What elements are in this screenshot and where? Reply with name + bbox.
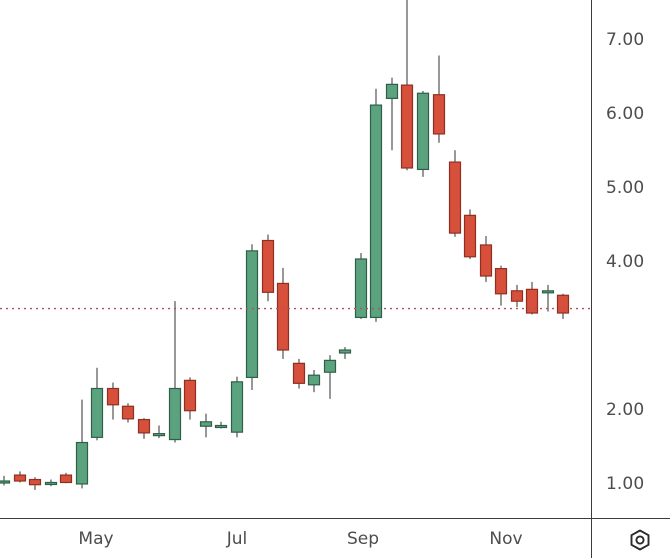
chart-plot-area[interactable] — [0, 0, 591, 518]
price-tick-label: 6.00 — [606, 103, 645, 124]
candle-body — [13, 474, 27, 482]
price-tick-label: 1.00 — [606, 473, 645, 494]
candle-body — [276, 282, 290, 351]
candle-body — [28, 478, 42, 486]
candle-body — [152, 433, 166, 437]
candle-body — [75, 441, 89, 485]
candle-body — [0, 480, 11, 484]
candle-body — [479, 244, 493, 277]
price-axis[interactable]: 7.006.005.004.002.001.00 3.38 3d 22h — [591, 0, 670, 518]
candle-body — [416, 92, 430, 171]
candle-body — [354, 258, 368, 319]
candle-body — [494, 268, 508, 295]
price-tick-label: 4.00 — [606, 251, 645, 272]
candle-body — [121, 405, 135, 420]
candle-body — [432, 94, 446, 135]
candle-body — [338, 349, 352, 354]
candle-body — [90, 387, 104, 438]
candle-body — [307, 374, 321, 386]
candle-body — [541, 290, 555, 294]
gear-icon-glyph — [630, 529, 650, 551]
candle-body — [261, 239, 275, 293]
candle-body — [463, 214, 477, 258]
candle-body — [448, 161, 462, 234]
candlestick-series — [0, 0, 591, 490]
candle-body — [323, 359, 337, 373]
axis-corner-divider — [591, 519, 592, 558]
price-tick-label: 7.00 — [606, 29, 645, 50]
candle-body — [59, 474, 73, 484]
candle-body — [199, 421, 213, 427]
candle-body — [44, 481, 58, 486]
time-axis[interactable]: May Jul Sep Nov — [0, 518, 670, 558]
candle-body — [369, 104, 383, 319]
candle-layer — [0, 0, 570, 490]
time-tick-label: Sep — [346, 529, 380, 549]
candle-body — [525, 288, 539, 314]
candle-body — [168, 387, 182, 441]
candle-body — [292, 362, 306, 384]
candle-body — [556, 294, 570, 314]
candle-body — [214, 424, 228, 429]
time-tick-label: Nov — [489, 529, 523, 549]
candle-body — [510, 290, 524, 302]
candle-body — [183, 379, 197, 412]
candle-body — [400, 84, 414, 169]
candle-body — [106, 387, 120, 406]
time-tick-label: Jul — [226, 529, 248, 549]
gear-icon[interactable] — [626, 527, 654, 553]
time-tick-label: May — [78, 529, 114, 549]
candle-body — [385, 83, 399, 100]
price-tick-label: 5.00 — [606, 177, 645, 198]
candle-body — [137, 418, 151, 434]
candle-body — [245, 250, 259, 379]
candle-body — [230, 381, 244, 433]
price-tick-label: 2.00 — [606, 399, 645, 420]
